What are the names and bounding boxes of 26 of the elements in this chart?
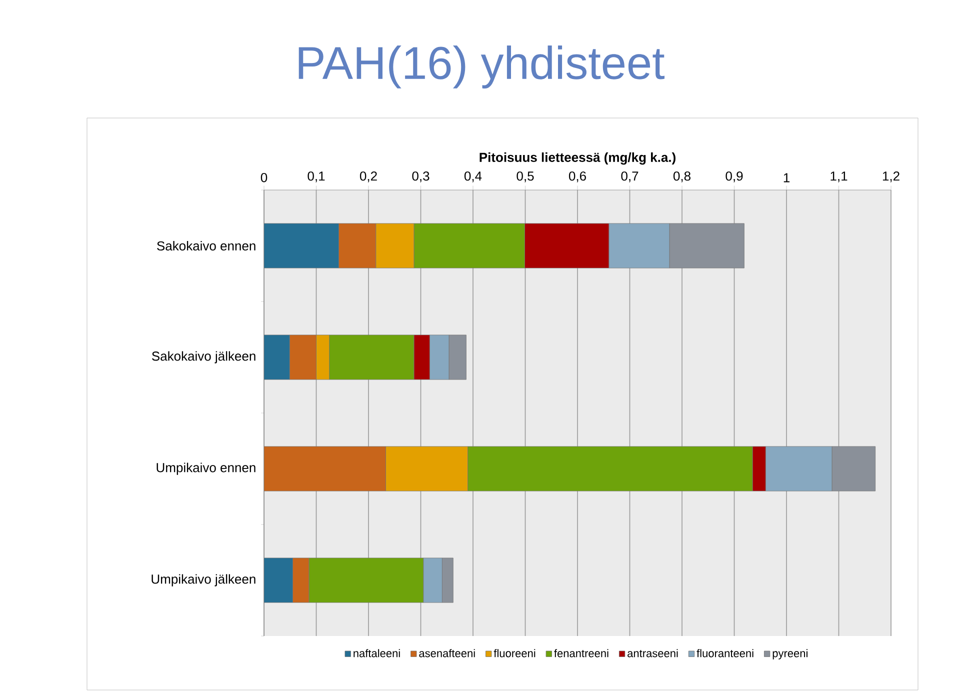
x-tick-label: 1,2 xyxy=(882,171,900,182)
chart-title: PAH(16) yhdisteet xyxy=(298,46,665,88)
x-tick-label: 0,2 xyxy=(360,171,377,182)
x-tick-label: 0,8 xyxy=(673,171,690,182)
x-tick-label: 0,5 xyxy=(516,171,534,182)
x-tick-label: 1,1 xyxy=(830,172,848,182)
x-tick-label: 1 xyxy=(784,173,790,182)
x-tick-label: 0,9 xyxy=(726,171,743,182)
x-tick-label: 0,7 xyxy=(621,171,638,182)
x-axis-title: Pitoisuus lietteessä (mg/kg k.a.) xyxy=(480,152,676,165)
y-tick-label: Umpikaivo jälkeen xyxy=(152,574,256,586)
legend-label: fluoranteeni xyxy=(696,649,754,658)
y-tick-label: Sakokaivo jälkeen xyxy=(152,351,256,364)
legend-label: asenafteeni xyxy=(419,649,475,658)
x-tick-label: 0,3 xyxy=(412,171,430,182)
legend-label: pyreeni xyxy=(772,649,808,660)
legend-label: naftaleeni xyxy=(354,649,400,658)
y-tick-label: Umpikaivo ennen xyxy=(156,462,256,475)
x-tick-label: 0,4 xyxy=(464,171,482,182)
legend-label: fluoreeni xyxy=(494,649,536,658)
y-tick-label: Sakokaivo ennen xyxy=(157,240,256,251)
legend-label: fenantreeni xyxy=(554,649,608,658)
x-tick-label: 0,6 xyxy=(568,171,586,182)
legend-label: antraseeni xyxy=(628,649,678,658)
x-tick-label: 0 xyxy=(260,172,268,182)
x-tick-label: 0,1 xyxy=(308,171,325,182)
